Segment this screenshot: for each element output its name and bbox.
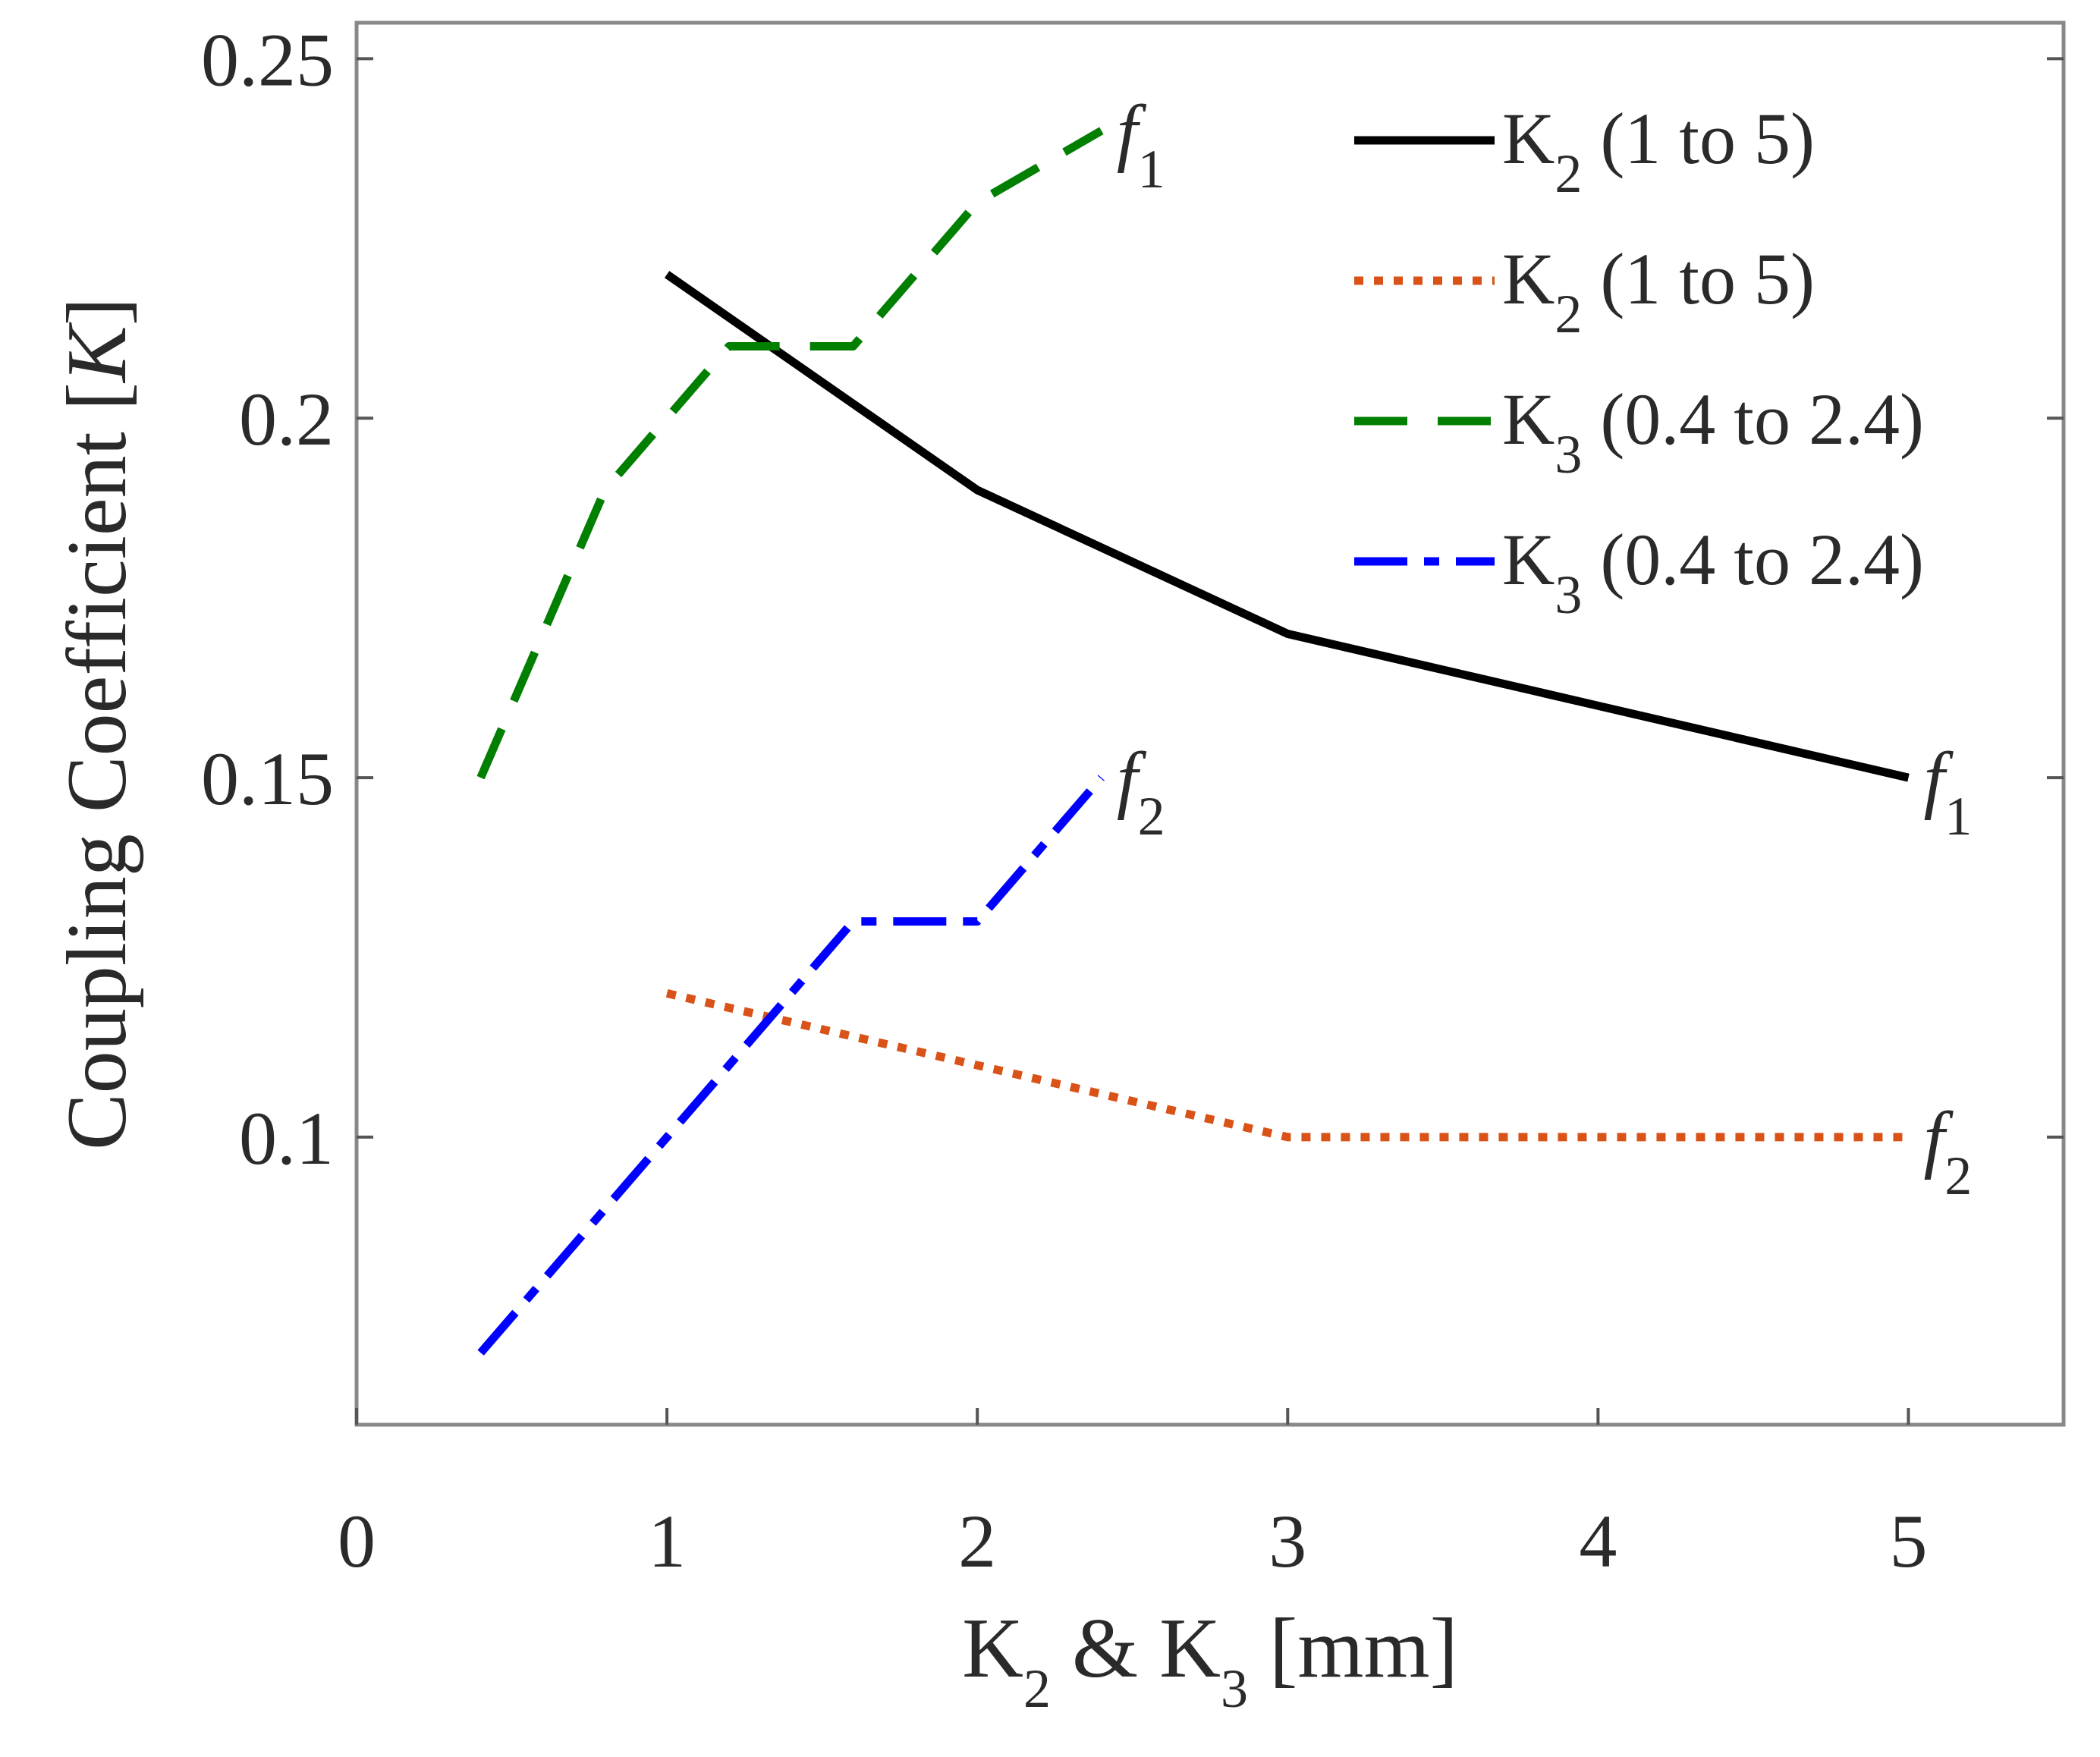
series-line-3: [476, 127, 1104, 780]
series-line-1: [664, 271, 1910, 782]
series-line-2: [665, 989, 1909, 1142]
series-line-4: [477, 775, 1105, 1356]
x-tick-label: 0: [338, 1499, 376, 1583]
plot-area: [354, 20, 2066, 1427]
legend-label: K3 (0.4 to 2.4): [1502, 379, 1924, 485]
x-tick-label: 4: [1579, 1499, 1617, 1583]
x-tick-label: 3: [1268, 1499, 1306, 1583]
legend-label: K3 (0.4 to 2.4): [1502, 519, 1924, 625]
legend: K2 (1 to 5) K2 (1 to 5) K3 (0.4 to 2.4) K3 …: [1354, 98, 1924, 625]
x-tick-label: 5: [1889, 1499, 1927, 1583]
legend-label: K2 (1 to 5): [1502, 238, 1815, 344]
y-tick-label: 0.2: [239, 377, 334, 461]
x-tick-label: 1: [648, 1499, 686, 1583]
y-tick-label: 0.25: [201, 17, 334, 102]
y-tick-label: 0.1: [239, 1096, 334, 1180]
y-tick-label: 0.15: [201, 737, 334, 821]
x-axis-title: K2 & K3 [mm]: [962, 1601, 1458, 1719]
x-tick-label: 2: [958, 1499, 996, 1583]
y-axis-title: Coupling Coefficient [K]: [50, 297, 144, 1150]
legend-label: K2 (1 to 5): [1502, 98, 1815, 204]
